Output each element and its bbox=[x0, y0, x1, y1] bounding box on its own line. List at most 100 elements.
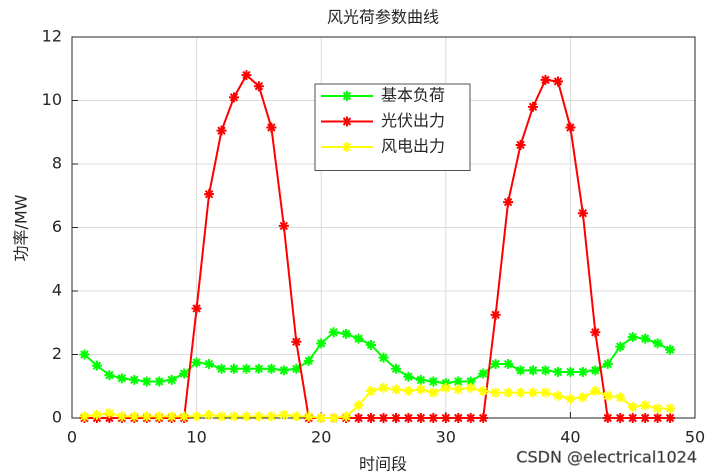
marker bbox=[378, 382, 389, 393]
marker bbox=[453, 413, 464, 423]
marker bbox=[428, 413, 439, 423]
marker bbox=[204, 189, 215, 200]
marker bbox=[266, 122, 277, 133]
marker bbox=[291, 336, 302, 347]
marker bbox=[640, 333, 651, 344]
y-tick-label: 10 bbox=[42, 90, 62, 109]
marker bbox=[577, 392, 588, 403]
marker bbox=[590, 365, 601, 376]
x-tick-label: 10 bbox=[186, 428, 206, 447]
marker bbox=[79, 411, 90, 422]
marker bbox=[665, 413, 676, 423]
marker bbox=[378, 352, 389, 363]
marker bbox=[191, 303, 202, 314]
marker bbox=[141, 411, 152, 422]
marker bbox=[627, 413, 638, 423]
legend-label: 光伏出力 bbox=[381, 111, 445, 130]
marker bbox=[316, 413, 327, 423]
marker bbox=[440, 382, 451, 393]
marker bbox=[490, 387, 501, 398]
marker bbox=[540, 387, 551, 398]
marker bbox=[453, 376, 464, 387]
marker bbox=[652, 338, 663, 349]
marker bbox=[104, 370, 115, 381]
marker bbox=[216, 411, 227, 422]
marker bbox=[590, 327, 601, 338]
marker bbox=[478, 386, 489, 397]
x-tick-label: 0 bbox=[67, 428, 77, 447]
marker bbox=[91, 360, 102, 371]
legend-label: 基本负荷 bbox=[381, 86, 445, 105]
marker bbox=[478, 368, 489, 379]
marker bbox=[565, 122, 576, 133]
marker bbox=[440, 413, 451, 423]
marker bbox=[540, 74, 551, 85]
marker bbox=[490, 309, 501, 320]
marker bbox=[353, 400, 364, 411]
y-tick-label: 0 bbox=[52, 408, 62, 427]
marker bbox=[415, 413, 426, 423]
legend-marker bbox=[342, 116, 352, 127]
marker bbox=[204, 359, 215, 370]
marker bbox=[552, 366, 563, 377]
marker bbox=[453, 384, 464, 395]
marker bbox=[590, 386, 601, 397]
x-tick-label: 30 bbox=[436, 428, 456, 447]
marker bbox=[403, 371, 414, 382]
marker bbox=[228, 92, 239, 103]
marker bbox=[328, 327, 339, 338]
marker bbox=[303, 355, 314, 366]
marker bbox=[652, 413, 663, 423]
marker bbox=[303, 411, 314, 422]
marker bbox=[403, 413, 414, 423]
marker bbox=[490, 359, 501, 370]
marker bbox=[291, 411, 302, 422]
marker bbox=[179, 411, 190, 422]
marker bbox=[627, 401, 638, 412]
marker bbox=[278, 409, 289, 420]
marker bbox=[602, 359, 613, 370]
watermark: CSDN @electrical1024 bbox=[516, 448, 697, 467]
legend-marker bbox=[342, 91, 352, 101]
marker bbox=[503, 387, 514, 398]
y-tick-label: 12 bbox=[42, 27, 62, 46]
marker bbox=[253, 81, 264, 92]
marker bbox=[652, 403, 663, 414]
marker bbox=[154, 411, 165, 422]
y-axis-label: 功率/MW bbox=[12, 194, 31, 261]
marker bbox=[528, 365, 539, 376]
marker bbox=[191, 411, 202, 422]
marker bbox=[353, 413, 364, 423]
marker bbox=[204, 409, 215, 420]
marker bbox=[565, 366, 576, 377]
marker bbox=[129, 411, 140, 422]
marker bbox=[241, 363, 252, 374]
marker bbox=[465, 376, 476, 387]
marker bbox=[577, 366, 588, 377]
marker bbox=[390, 413, 401, 423]
marker bbox=[528, 387, 539, 398]
marker bbox=[216, 363, 227, 374]
marker bbox=[278, 220, 289, 231]
marker bbox=[390, 363, 401, 374]
marker bbox=[166, 374, 177, 385]
marker bbox=[615, 392, 626, 403]
marker bbox=[403, 386, 414, 397]
marker bbox=[253, 363, 264, 374]
marker bbox=[228, 411, 239, 422]
marker bbox=[316, 338, 327, 349]
marker bbox=[465, 382, 476, 393]
marker bbox=[91, 409, 102, 420]
marker bbox=[565, 393, 576, 404]
chart-title: 风光荷参数曲线 bbox=[327, 8, 439, 27]
marker bbox=[515, 365, 526, 376]
marker bbox=[602, 390, 613, 401]
marker bbox=[366, 413, 377, 423]
marker bbox=[328, 413, 339, 423]
marker bbox=[465, 413, 476, 423]
marker bbox=[428, 387, 439, 398]
legend-marker bbox=[342, 142, 352, 152]
marker bbox=[241, 411, 252, 422]
marker bbox=[428, 376, 439, 387]
